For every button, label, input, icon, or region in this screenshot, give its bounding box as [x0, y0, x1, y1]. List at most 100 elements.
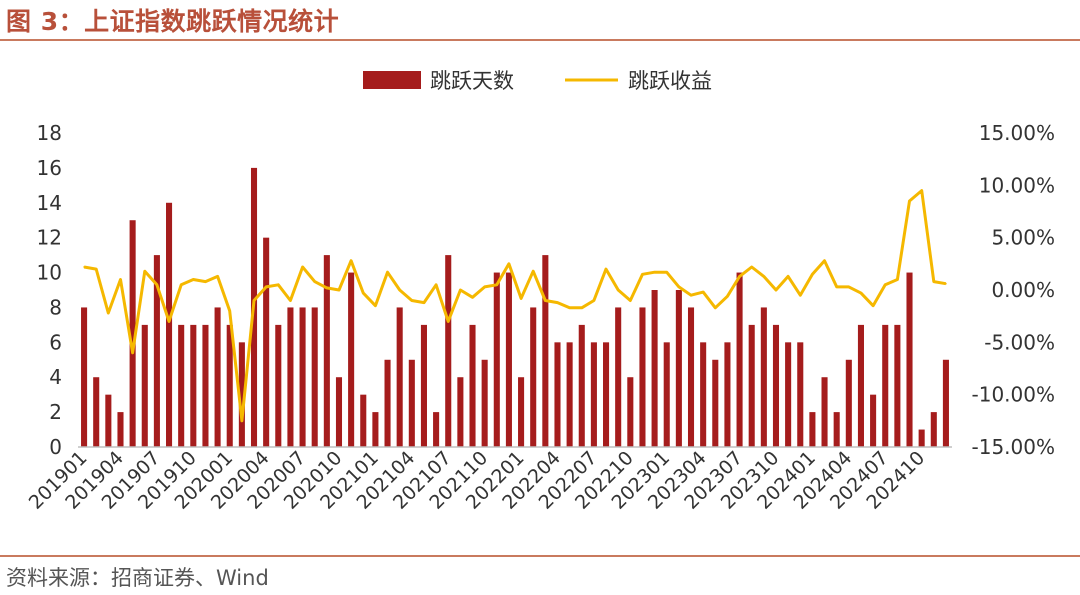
bar-202308	[748, 324, 755, 447]
line-point-201901	[83, 266, 85, 268]
bar-202401	[809, 412, 816, 447]
line-point-201907	[156, 283, 158, 286]
y-left-tick-label: 4	[49, 365, 62, 389]
line-point-202407	[884, 283, 887, 286]
line-point-202310	[775, 289, 777, 291]
bar-201903	[105, 394, 112, 447]
bar-202011	[348, 272, 355, 447]
line-point-202306	[726, 295, 729, 298]
bar-202310	[772, 324, 780, 447]
line-point-202305	[714, 306, 717, 309]
bar-201906	[141, 324, 148, 447]
y-left-tick-label: 10	[37, 261, 62, 285]
bar-202007	[299, 307, 306, 447]
y-left-tick-label: 2	[49, 400, 62, 424]
bar-201910	[190, 324, 197, 447]
line-point-202112	[508, 263, 510, 265]
line-point-202006	[289, 299, 292, 302]
bar-202107	[445, 255, 452, 447]
line-point-202107	[447, 320, 450, 323]
bar-202311	[785, 342, 792, 447]
bar-201908	[166, 202, 173, 447]
legend-bar-label: 跳跃天数	[430, 69, 514, 93]
bar-202010	[335, 377, 343, 447]
bar-202211	[639, 307, 646, 447]
title-divider	[0, 39, 1080, 41]
line-point-202212	[653, 271, 656, 274]
bar-201902	[93, 377, 100, 447]
line-point-201912	[216, 275, 219, 278]
bar-202110	[481, 359, 488, 447]
line-point-202002	[241, 420, 243, 422]
line-point-201902	[95, 268, 98, 270]
line-path	[83, 189, 947, 423]
bar-201911	[202, 324, 209, 447]
bar-202109	[469, 324, 476, 447]
bar-202406	[870, 394, 877, 447]
bar-202209	[615, 307, 622, 447]
y-right-tick-label: -15.00%	[972, 435, 1055, 459]
line-point-201904	[119, 278, 122, 281]
line-point-202303	[690, 294, 692, 297]
line-point-202004	[265, 286, 267, 288]
line-point-202404	[848, 286, 850, 288]
bar-202006	[287, 307, 294, 447]
line-point-202209	[617, 289, 619, 291]
line-point-202103	[398, 289, 401, 291]
y-right-tick-label: -10.00%	[972, 383, 1055, 407]
line-point-202302	[678, 286, 680, 288]
y-left-tick-label: 8	[49, 295, 62, 319]
line-point-202307	[738, 275, 741, 278]
line-point-202102	[386, 271, 389, 274]
bar-202303	[687, 307, 695, 447]
line-point-202309	[763, 275, 765, 278]
source-divider	[0, 555, 1080, 557]
y-right-tick-label: 10.00%	[979, 173, 1055, 197]
line-point-202405	[860, 292, 862, 294]
y-left-tick-label: 16	[37, 156, 62, 180]
bar-202307	[736, 272, 743, 447]
bar-202409	[906, 272, 913, 447]
legend-bar-swatch	[363, 71, 421, 89]
line-point-202007	[301, 266, 304, 268]
bar-202305	[712, 359, 719, 447]
bar-202108	[457, 377, 464, 447]
bar-202404	[845, 359, 852, 447]
bar-202410	[918, 429, 925, 447]
line-point-201905	[131, 352, 134, 354]
line-point-202408	[896, 278, 899, 281]
bar-202304	[700, 342, 707, 447]
line-point-202401	[811, 273, 814, 276]
line-point-202111	[495, 283, 498, 286]
bar-202105	[420, 324, 427, 447]
bar-202005	[275, 324, 282, 447]
line-point-202101	[374, 304, 377, 307]
line-point-202311	[787, 275, 789, 278]
y-right-tick-label: 5.00%	[991, 226, 1055, 250]
bar-202103	[396, 307, 403, 447]
line-point-201909	[180, 283, 182, 286]
bar-202001	[226, 324, 233, 447]
line-point-202403	[835, 286, 838, 288]
line-point-202011	[350, 259, 352, 262]
line-point-202104	[411, 299, 413, 302]
line-point-202203	[544, 299, 547, 302]
bar-202402	[821, 377, 828, 447]
line-point-202105	[423, 301, 425, 304]
legend-line-label: 跳跃收益	[628, 69, 712, 93]
line-point-202208	[605, 268, 607, 270]
bar-202412	[942, 359, 949, 447]
bar-202210	[627, 377, 634, 447]
line-point-202010	[338, 289, 340, 291]
bar-202104	[408, 359, 415, 447]
line-point-202210	[629, 299, 632, 302]
line-point-202108	[459, 289, 462, 291]
bar-202306	[724, 342, 731, 447]
line-point-202304	[702, 291, 704, 293]
line-point-202406	[872, 304, 874, 307]
bar-202203	[542, 255, 549, 447]
bar-202112	[505, 272, 512, 447]
line-point-202106	[435, 283, 437, 286]
line-point-202204	[556, 301, 559, 304]
